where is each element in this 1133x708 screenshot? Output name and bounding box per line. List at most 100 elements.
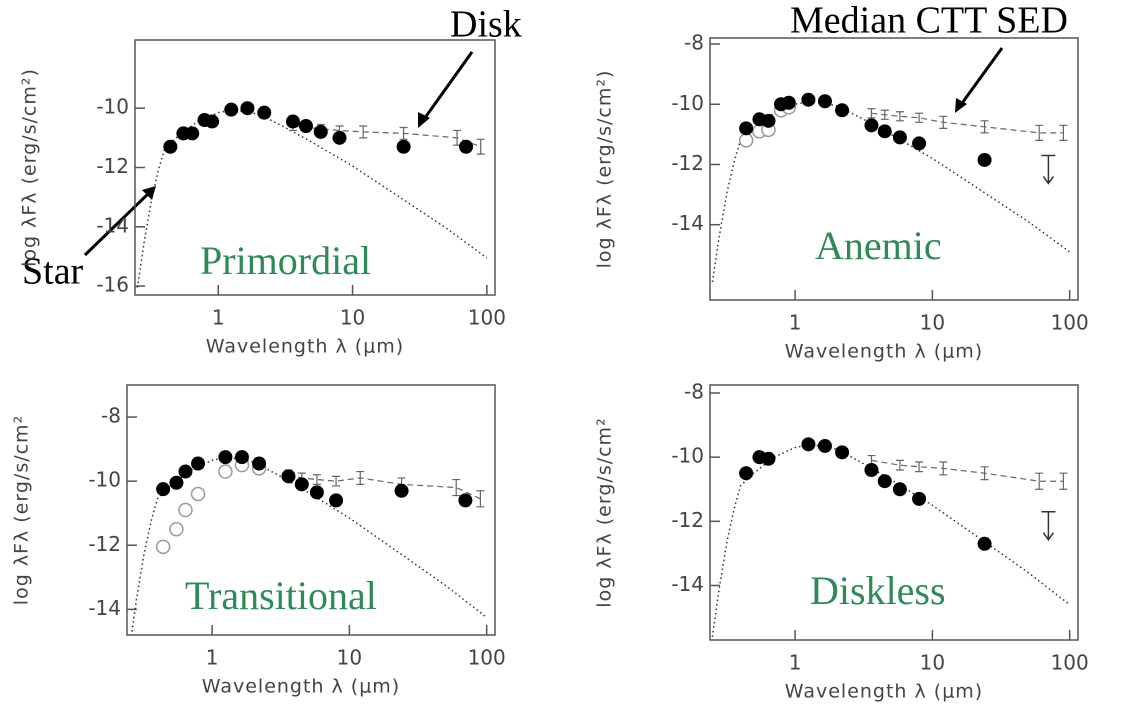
annotation: Star — [22, 251, 84, 293]
data-point — [205, 114, 220, 129]
arrow — [420, 51, 474, 123]
x-tick-label: 100 — [468, 306, 506, 330]
data-point — [294, 477, 309, 492]
y-tick-label: -12 — [671, 151, 704, 175]
arrowhead — [142, 186, 156, 200]
x-tick-label: 100 — [1051, 651, 1089, 675]
data-point — [977, 152, 992, 167]
data-point — [817, 438, 832, 453]
data-point — [191, 456, 206, 471]
plot-frame — [126, 384, 496, 636]
error-bar — [980, 466, 989, 481]
error-bar — [915, 461, 924, 473]
data-point — [739, 466, 754, 481]
data-point — [257, 105, 272, 120]
y-axis-label: log λFλ (erg/s/cm² — [594, 417, 616, 607]
error-bar — [895, 111, 904, 122]
x-tick-label: 100 — [1051, 311, 1089, 335]
data-point — [761, 113, 776, 128]
data-point — [892, 482, 907, 497]
data-point — [864, 463, 879, 477]
error-bar — [895, 459, 904, 471]
data-point — [218, 450, 233, 465]
data-point — [912, 136, 927, 151]
data-point — [169, 475, 184, 490]
photosphere-line — [130, 456, 488, 635]
y-tick-label: -14 — [671, 211, 704, 235]
y-tick-label: -14 — [96, 213, 129, 237]
data-point — [185, 126, 200, 141]
x-tick-label: 10 — [920, 311, 945, 335]
error-bar — [880, 109, 889, 120]
data-point — [178, 464, 193, 479]
y-tick-label: -8 — [101, 404, 121, 428]
annotation: Disk — [450, 4, 522, 46]
data-point — [298, 118, 313, 133]
x-axis-label: Wavelength λ (μm) — [202, 676, 400, 698]
data-point — [313, 124, 328, 139]
data-point — [285, 114, 300, 129]
data-point — [163, 139, 178, 154]
data-point — [281, 469, 296, 484]
photosphere-line — [711, 443, 1071, 637]
median-line — [288, 474, 481, 500]
y-tick-label: -16 — [96, 273, 129, 297]
error-bar — [980, 120, 989, 134]
error-bar — [939, 115, 948, 129]
data-point — [396, 139, 411, 154]
data-point — [459, 139, 474, 154]
y-axis-label: log λFλ (erg/s/cm²) — [594, 70, 616, 269]
plot-area — [130, 450, 488, 635]
error-bar — [356, 470, 365, 485]
data-point — [739, 121, 754, 136]
y-tick-label: -8 — [684, 31, 704, 55]
data-point — [234, 450, 249, 465]
x-axis-label: Wavelength λ (μm) — [206, 336, 404, 358]
arrow — [958, 47, 1004, 107]
x-tick-label: 1 — [206, 646, 219, 670]
error-bar — [312, 474, 321, 485]
data-point — [761, 451, 776, 466]
error-bar — [939, 461, 948, 476]
error-bar — [1035, 124, 1044, 141]
y-tick-label: -14 — [88, 596, 121, 620]
data-point — [394, 483, 409, 498]
data-point — [835, 103, 850, 118]
y-axis-label: log λFλ (erg/s/cm² — [11, 415, 33, 605]
open-point — [155, 539, 171, 555]
data-point — [977, 536, 992, 551]
data-point — [817, 94, 832, 109]
plot-frame — [709, 37, 1079, 301]
x-tick-label: 10 — [340, 306, 365, 330]
error-bar — [359, 125, 368, 139]
data-point — [892, 130, 907, 145]
x-axis-label: Wavelength λ (μm) — [785, 681, 983, 703]
open-point — [218, 464, 233, 479]
y-tick-label: -10 — [96, 95, 129, 119]
error-bar — [332, 475, 341, 487]
data-point — [224, 102, 239, 117]
data-point — [781, 95, 796, 110]
x-tick-label: 1 — [789, 311, 802, 335]
data-point — [156, 482, 171, 497]
data-point — [877, 474, 892, 489]
x-axis-label: Wavelength λ (μm) — [785, 341, 983, 363]
y-tick-label: -10 — [671, 444, 704, 468]
plot-area — [136, 101, 488, 288]
plot-area — [711, 92, 1071, 283]
y-tick-label: -12 — [88, 532, 121, 556]
data-point — [458, 493, 473, 508]
median-line — [871, 112, 1064, 134]
open-point — [190, 486, 206, 502]
arrowhead — [418, 112, 430, 128]
y-tick-label: -10 — [671, 91, 704, 115]
data-point — [309, 485, 324, 500]
x-tick-label: 1 — [212, 306, 225, 330]
y-tick-label: -12 — [96, 154, 129, 178]
error-bar — [915, 112, 924, 123]
data-point — [877, 124, 892, 139]
upper-limit — [1041, 510, 1056, 541]
open-point — [738, 133, 754, 148]
x-tick-label: 100 — [468, 646, 506, 670]
